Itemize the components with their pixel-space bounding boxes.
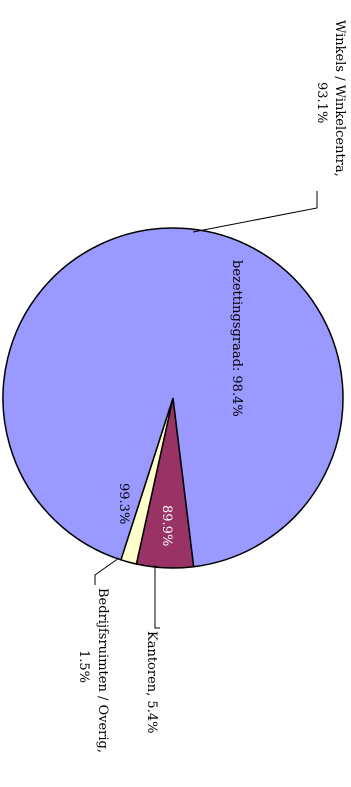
label-bedrijfsruimten-line1: Bedrijfsruimten / Overig,	[95, 588, 110, 753]
leader-line-bedrijfsruimten	[94, 557, 120, 585]
label-bedrijfsruimten-line1-group: Bedrijfsruimten / Overig,	[95, 588, 110, 753]
pie-slices	[2, 227, 344, 569]
inner-label-winkels-group: bezettingsgraad: 98.4%	[229, 260, 244, 417]
inner-label-kantoren: 89.9%	[159, 505, 174, 546]
leader-line-kantoren	[154, 565, 160, 629]
label-winkels-line1: Winkels / Winkelcentra,	[332, 20, 347, 177]
inner-label-bedrijfsruimten-group: 99.3%	[116, 483, 131, 524]
inner-label-bedrijfsruimten: 99.3%	[116, 483, 131, 524]
label-winkels-pct-group: 93.1%	[314, 82, 329, 123]
pie-slice-winkels-winkelcentra	[2, 227, 344, 568]
label-winkels: Winkels / Winkelcentra,	[332, 20, 347, 177]
inner-label-kantoren-group: 89.9%	[159, 505, 174, 546]
label-kantoren: Kantoren, 5.4%	[144, 631, 159, 733]
label-bedrijfsruimten-line2: 1.5%	[76, 650, 91, 683]
inner-label-winkels: bezettingsgraad: 98.4%	[229, 260, 244, 417]
label-kantoren-group: Kantoren, 5.4%	[144, 631, 159, 733]
leader-lines	[94, 191, 318, 629]
label-winkels-line2: 93.1%	[314, 82, 329, 123]
leader-line-winkels	[192, 191, 318, 233]
label-bedrijfsruimten-line2-group: 1.5%	[76, 650, 91, 683]
